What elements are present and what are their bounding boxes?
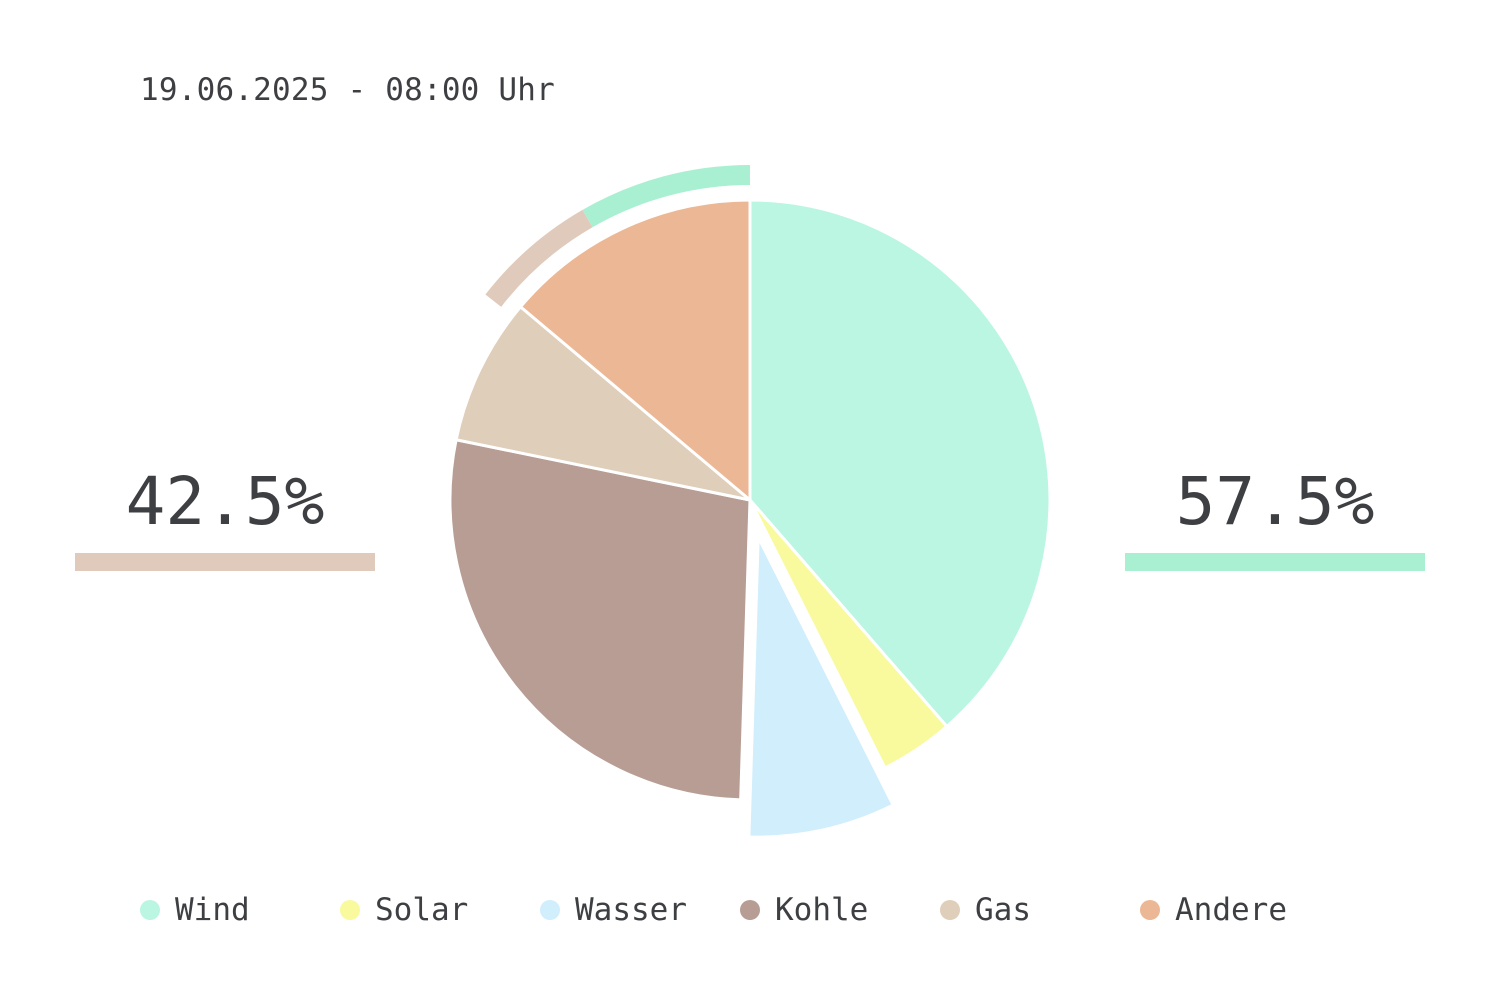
outer-arc-fossil: [485, 209, 593, 307]
pie-slice-wind: [748, 198, 1052, 729]
legend-swatch: [740, 900, 760, 920]
legend-item-kohle: Kohle: [740, 890, 868, 930]
legend-swatch: [940, 900, 960, 920]
pie-slices: [448, 198, 1052, 839]
legend-item-andere: Andere: [1140, 890, 1287, 930]
outer-arcs: [485, 165, 751, 307]
legend-label: Wind: [175, 892, 250, 928]
legend-item-gas: Gas: [940, 890, 1031, 930]
legend-label: Kohle: [775, 892, 869, 928]
legend-swatch: [340, 900, 360, 920]
pie-slice-gas: [454, 304, 751, 502]
fossil-share-value: 42.5%: [125, 463, 325, 540]
outer-arc-renewable: [582, 165, 751, 228]
legend-label: Solar: [375, 892, 469, 928]
legend-swatch: [1140, 900, 1160, 920]
legend-item-wind: Wind: [140, 890, 250, 930]
timestamp-label: 19.06.2025 - 08:00 Uhr: [140, 72, 555, 108]
pie-slice-andere: [518, 198, 752, 504]
fossil-share-bar: [75, 553, 375, 571]
legend-item-wasser: Wasser: [540, 890, 687, 930]
pie-slice-kohle: [448, 437, 752, 802]
renewable-share-value: 57.5%: [1175, 463, 1375, 540]
legend-swatch: [540, 900, 560, 920]
pie-slice-wasser: [747, 536, 896, 839]
legend-label: Andere: [1175, 892, 1287, 928]
legend-item-solar: Solar: [340, 890, 468, 930]
legend-label: Gas: [975, 892, 1031, 928]
legend-swatch: [140, 900, 160, 920]
legend: Wind Solar Wasser Kohle Gas Andere: [0, 890, 1500, 930]
pie-slice-solar: [748, 499, 949, 770]
renewable-share-bar: [1125, 553, 1425, 571]
legend-label: Wasser: [575, 892, 687, 928]
